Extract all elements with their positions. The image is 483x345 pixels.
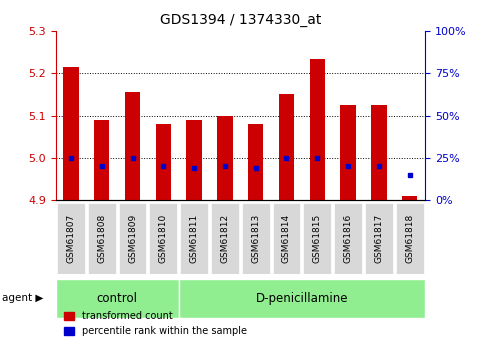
FancyBboxPatch shape bbox=[242, 203, 270, 274]
Bar bbox=[248, 124, 263, 200]
Text: GSM61812: GSM61812 bbox=[220, 214, 229, 263]
Text: GSM61816: GSM61816 bbox=[343, 214, 353, 263]
Bar bbox=[94, 120, 110, 200]
FancyBboxPatch shape bbox=[211, 203, 239, 274]
Title: GDS1394 / 1374330_at: GDS1394 / 1374330_at bbox=[159, 13, 321, 27]
Bar bbox=[341, 105, 356, 200]
Text: GSM61810: GSM61810 bbox=[159, 214, 168, 263]
FancyBboxPatch shape bbox=[396, 203, 424, 274]
FancyBboxPatch shape bbox=[303, 203, 331, 274]
FancyBboxPatch shape bbox=[57, 203, 85, 274]
FancyBboxPatch shape bbox=[56, 278, 179, 318]
Text: GSM61807: GSM61807 bbox=[67, 214, 75, 263]
FancyBboxPatch shape bbox=[272, 203, 300, 274]
Text: GSM61808: GSM61808 bbox=[97, 214, 106, 263]
Bar bbox=[310, 59, 325, 200]
Legend: transformed count, percentile rank within the sample: transformed count, percentile rank withi… bbox=[60, 307, 251, 340]
FancyBboxPatch shape bbox=[180, 203, 208, 274]
Bar bbox=[63, 67, 79, 200]
Text: GSM61811: GSM61811 bbox=[190, 214, 199, 263]
Text: D-penicillamine: D-penicillamine bbox=[256, 292, 348, 305]
Bar bbox=[402, 196, 417, 200]
Text: control: control bbox=[97, 292, 138, 305]
Text: GSM61814: GSM61814 bbox=[282, 214, 291, 263]
Bar bbox=[371, 105, 386, 200]
Text: agent ▶: agent ▶ bbox=[2, 294, 44, 303]
Bar bbox=[156, 124, 171, 200]
FancyBboxPatch shape bbox=[179, 278, 425, 318]
Bar bbox=[186, 120, 202, 200]
Bar bbox=[217, 116, 233, 200]
Bar bbox=[125, 92, 140, 200]
FancyBboxPatch shape bbox=[149, 203, 177, 274]
Text: GSM61818: GSM61818 bbox=[405, 214, 414, 263]
FancyBboxPatch shape bbox=[365, 203, 393, 274]
FancyBboxPatch shape bbox=[334, 203, 362, 274]
FancyBboxPatch shape bbox=[88, 203, 115, 274]
FancyBboxPatch shape bbox=[119, 203, 146, 274]
Text: GSM61809: GSM61809 bbox=[128, 214, 137, 263]
Text: GSM61815: GSM61815 bbox=[313, 214, 322, 263]
Text: GSM61813: GSM61813 bbox=[251, 214, 260, 263]
Text: GSM61817: GSM61817 bbox=[374, 214, 384, 263]
Bar bbox=[279, 95, 294, 200]
